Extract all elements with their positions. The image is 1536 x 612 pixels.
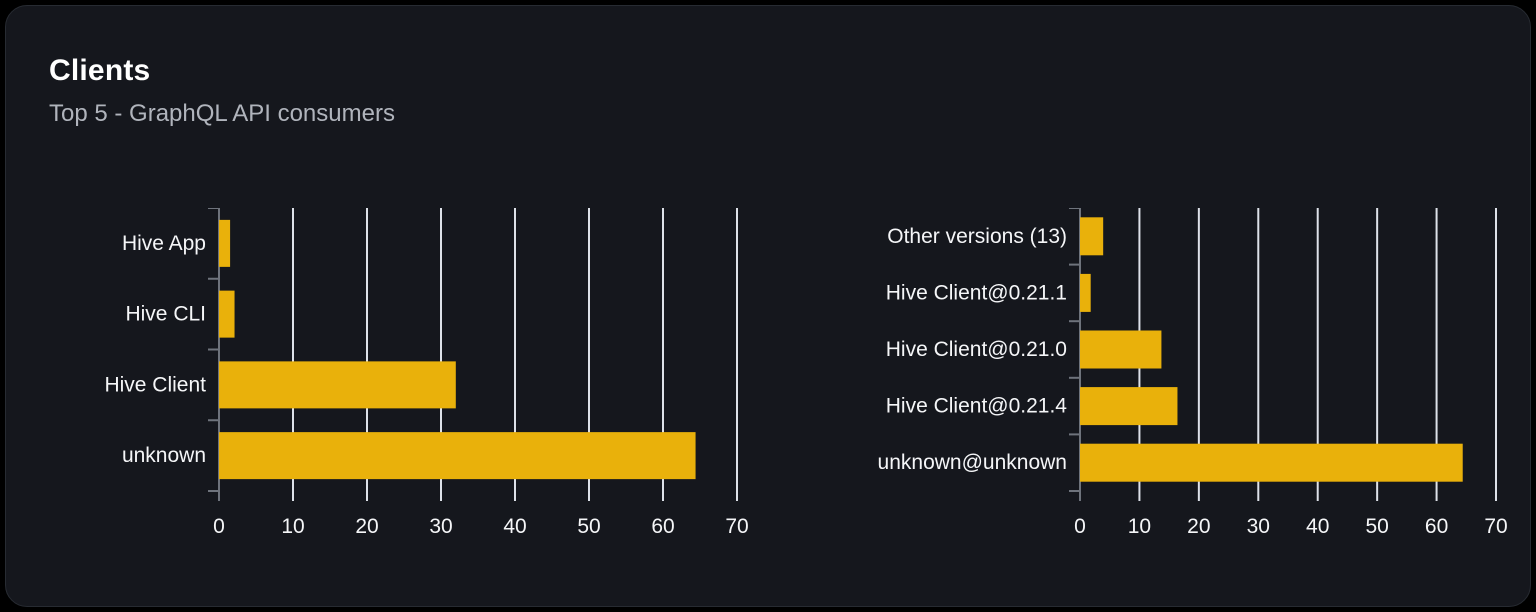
bar-other-versions-13-[interactable] [1080, 217, 1104, 256]
x-axis-tick-label: 0 [213, 515, 225, 538]
x-axis-tick-label: 20 [1187, 515, 1210, 538]
bar-hive-cli[interactable] [219, 290, 235, 338]
category-label: Hive App [122, 232, 206, 255]
category-label: Hive Client@0.21.4 [886, 395, 1068, 418]
x-axis-tick-label: 60 [651, 515, 674, 538]
category-label: Hive CLI [125, 303, 206, 326]
category-label: Hive Client@0.21.0 [886, 338, 1067, 361]
category-label: unknown@unknown [878, 451, 1067, 474]
card-subtitle: Top 5 - GraphQL API consumers [49, 100, 395, 127]
bar-hive-client-0-21-1[interactable] [1080, 273, 1091, 312]
x-axis-tick-label: 10 [281, 515, 304, 538]
x-axis-tick-label: 0 [1074, 515, 1086, 538]
bar-hive-client-0-21-4[interactable] [1080, 387, 1178, 426]
category-label: Other versions (13) [887, 225, 1067, 248]
category-label: Hive Client@0.21.1 [886, 281, 1067, 304]
client-versions-chart: 0 10 20 30 40 50 60 70 Other versions (13) Hive C… [811, 208, 1536, 546]
category-label: Hive Client [104, 373, 206, 396]
bar-unknown-unknown[interactable] [1080, 443, 1463, 482]
bar-hive-client[interactable] [219, 361, 456, 409]
x-axis-tick-label: 30 [1247, 515, 1270, 538]
x-axis-tick-label: 40 [1306, 515, 1329, 538]
bar-hive-app[interactable] [219, 219, 231, 267]
x-axis-tick-label: 20 [355, 515, 378, 538]
x-axis-tick-label: 50 [577, 515, 600, 538]
card-title: Clients [49, 54, 151, 87]
x-axis-tick-label: 10 [1128, 515, 1151, 538]
x-axis-tick-label: 50 [1365, 515, 1388, 538]
clients-card: Clients Top 5 - GraphQL API consumers 0 1… [5, 5, 1531, 607]
x-axis-tick-label: 40 [503, 515, 526, 538]
clients-chart-svg: 0 10 20 30 40 50 60 70 Hive App Hive CLI Hive Clie… [104, 208, 749, 538]
bar-hive-client-0-21-0[interactable] [1080, 330, 1162, 369]
category-label: unknown [122, 444, 206, 467]
clients-chart: 0 10 20 30 40 50 60 70 Hive App Hive CLI Hive Clie… [32, 208, 779, 546]
x-axis-tick-label: 60 [1425, 515, 1448, 538]
x-axis-tick-label: 70 [1484, 515, 1507, 538]
x-axis-tick-label: 70 [725, 515, 748, 538]
bar-unknown[interactable] [219, 432, 696, 480]
x-axis-tick-label: 30 [429, 515, 452, 538]
client-versions-chart-svg: 0 10 20 30 40 50 60 70 Other versions (13) Hive C… [878, 208, 1508, 538]
